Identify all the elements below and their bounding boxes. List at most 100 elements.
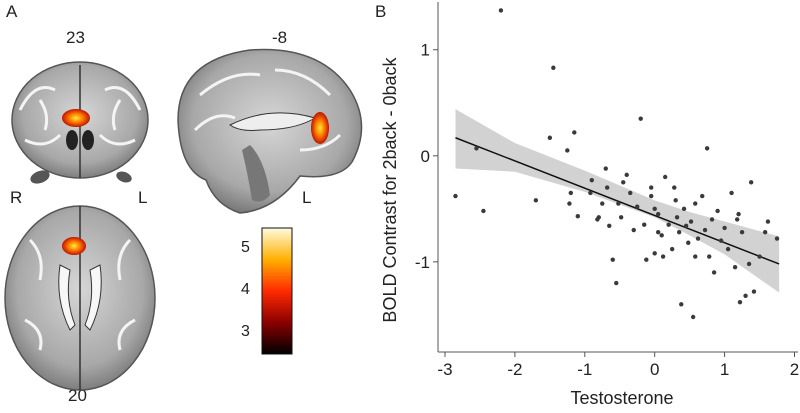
data-point [614, 280, 619, 286]
data-point [572, 130, 577, 135]
data-point [722, 225, 727, 231]
x-axis-label: Testosterone [570, 388, 673, 408]
data-point [649, 193, 654, 199]
data-point [748, 180, 754, 185]
data-point [621, 180, 626, 185]
data-point [498, 8, 504, 13]
data-point [669, 246, 675, 252]
data-point [652, 251, 657, 256]
axial-slice [4, 205, 156, 391]
data-point [575, 214, 581, 219]
data-point [704, 146, 710, 151]
axes [433, 2, 798, 357]
data-point [690, 314, 696, 320]
data-point [568, 190, 574, 196]
data-point [652, 206, 657, 212]
data-point [642, 222, 647, 227]
data-point [618, 215, 624, 220]
y-axis-label: BOLD Contrast for 2back - 0back [380, 56, 400, 322]
x-tick-label: -3 [437, 360, 452, 379]
colorbar-tick-label: 4 [241, 281, 250, 298]
brain-slices [4, 48, 363, 391]
data-points-layer [453, 8, 780, 320]
data-point [700, 193, 705, 199]
data-point [610, 257, 615, 262]
panel-b-letter: B [375, 2, 387, 21]
data-point [551, 65, 556, 70]
sagittal-slice-label: -8 [272, 28, 288, 47]
data-point [751, 289, 757, 294]
data-point [707, 254, 712, 259]
data-point [739, 229, 745, 235]
y-tick-label: -1 [415, 253, 430, 272]
right-hemisphere-letter: R [10, 188, 23, 207]
data-point [533, 198, 539, 203]
data-point [679, 302, 684, 307]
data-point [676, 229, 682, 235]
data-point [547, 135, 553, 140]
data-point [638, 116, 643, 121]
data-point [743, 293, 748, 298]
axial-slice-label: 20 [68, 386, 87, 405]
data-point [624, 172, 629, 178]
data-point [672, 185, 677, 190]
data-point [693, 254, 698, 259]
data-point [589, 177, 594, 183]
coronal-slice [11, 61, 149, 184]
data-point [635, 204, 640, 209]
data-point [702, 227, 708, 233]
panel-a-letter: A [6, 2, 18, 21]
x-tick-label: -2 [507, 360, 522, 379]
data-point [603, 166, 608, 171]
sagittal-slice [177, 48, 363, 214]
data-point [453, 193, 458, 199]
coronal-slice-label: 23 [66, 28, 85, 47]
data-point [683, 223, 689, 228]
data-point [596, 215, 601, 220]
data-point [481, 208, 486, 214]
data-point [732, 264, 738, 270]
tick-labels: -3 -2 -1 0 1 2 -1 0 1 [415, 41, 799, 379]
data-point [474, 146, 479, 151]
colorbar [261, 227, 293, 355]
data-point [765, 219, 771, 224]
data-point [736, 211, 741, 217]
data-point [674, 215, 680, 220]
data-point [607, 223, 612, 228]
data-point [688, 219, 694, 224]
data-point [746, 261, 752, 267]
left-hemisphere-letter: L [138, 188, 148, 207]
data-point [729, 190, 734, 196]
regression-line-layer [455, 137, 780, 265]
data-point [628, 190, 633, 196]
data-point [725, 246, 731, 252]
data-point [644, 257, 649, 262]
x-tick-label: 1 [720, 360, 729, 379]
data-point [715, 208, 720, 214]
data-point [616, 201, 621, 206]
data-point [681, 206, 687, 212]
data-point [588, 190, 593, 196]
data-point [600, 201, 605, 206]
colorbar-tick-label: 3 [241, 323, 250, 340]
data-point [774, 236, 780, 241]
data-point [734, 217, 740, 222]
y-tick-label: 0 [421, 147, 430, 166]
data-point [762, 229, 768, 235]
x-tick-label: 2 [790, 360, 799, 379]
data-point [655, 211, 661, 217]
data-point [686, 240, 691, 245]
regression-line [455, 137, 780, 265]
data-point [666, 222, 671, 227]
data-point [660, 254, 666, 259]
data-point [673, 198, 678, 203]
data-point [655, 229, 661, 235]
data-point [693, 201, 698, 206]
data-point [711, 270, 717, 275]
data-point [567, 201, 572, 206]
x-tick-label: 0 [650, 360, 659, 379]
data-point [757, 254, 762, 259]
y-tick-label: 1 [421, 41, 430, 60]
